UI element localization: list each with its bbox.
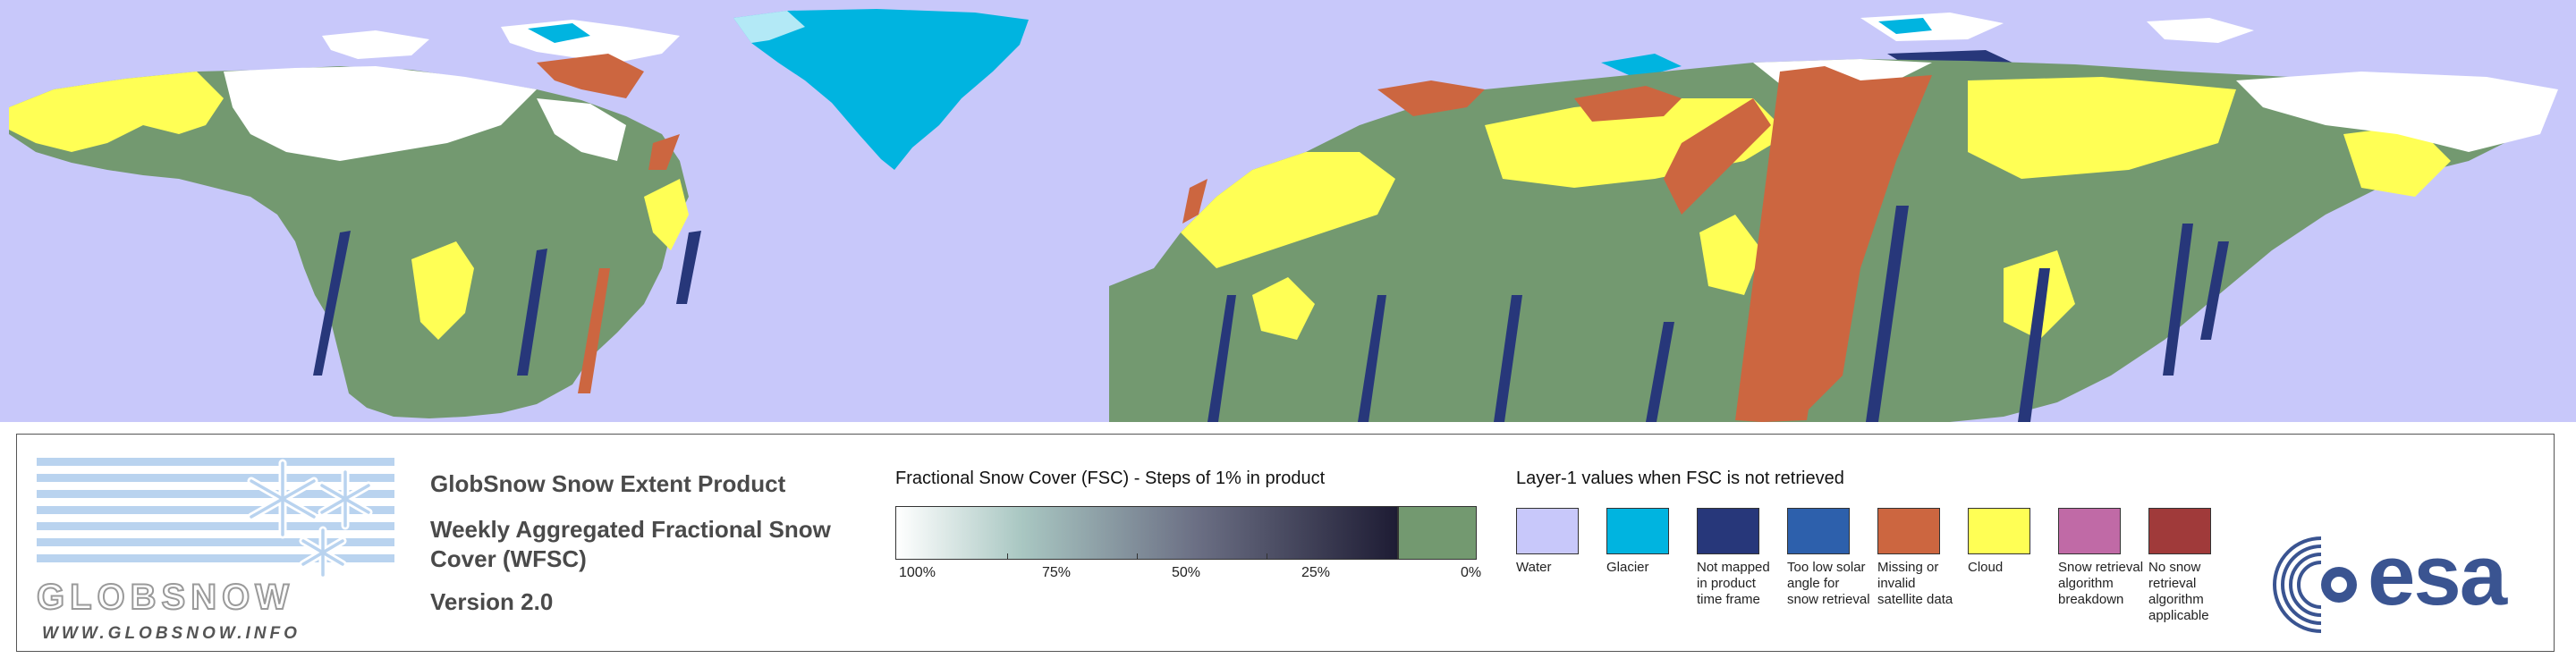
layer1-swatch xyxy=(1968,508,2030,554)
layer1-legend: Layer-1 values when FSC is not retrieved… xyxy=(1516,469,2250,647)
globsnow-stripes-graphic xyxy=(37,458,394,562)
fsc-scale: Fractional Snow Cover (FSC) - Steps of 1… xyxy=(895,469,1521,621)
layer1-label: Water xyxy=(1516,560,1552,575)
eurasia-missing xyxy=(1182,66,1932,422)
layer1-label: Missing or invalid satellite data xyxy=(1877,560,1953,607)
esa-logo-text: esa xyxy=(2368,528,2507,623)
greenland-coast-snow xyxy=(733,11,805,43)
fsc-tick-label: 50% xyxy=(1172,565,1201,580)
north-america-cloud xyxy=(9,72,689,340)
fsc-scale-title: Fractional Snow Cover (FSC) - Steps of 1… xyxy=(895,469,1326,488)
eurasia-snow xyxy=(1753,59,2558,152)
layer1-swatch xyxy=(1516,508,1579,554)
layer1-swatch xyxy=(2148,508,2211,554)
layer1-title: Layer-1 values when FSC is not retrieved xyxy=(1516,469,1844,488)
snowflake-icon xyxy=(247,459,373,579)
fsc-snow-free-swatch xyxy=(1398,506,1477,560)
fsc-tick-mark xyxy=(1137,553,1138,560)
esa-logo: esa xyxy=(2269,531,2538,635)
layer1-swatch xyxy=(1877,508,1940,554)
layer1-swatch xyxy=(1697,508,1759,554)
legend-panel: GLOBSNOW WWW.GLOBSNOW.INFO GlobSnow Snow… xyxy=(16,434,2555,652)
esa-swirl-icon xyxy=(2273,536,2377,633)
eurasia-cloud xyxy=(1181,77,2451,340)
fsc-tick-label: 25% xyxy=(1301,565,1331,580)
greenland-glacier xyxy=(733,9,1029,170)
product-subtitle: Weekly Aggregated Fractional Snow Cover … xyxy=(430,516,831,572)
layer1-label: Too low solar angle for snow retrieval xyxy=(1787,560,1870,607)
fractional-snow-cover-map xyxy=(0,0,2576,422)
globsnow-logo: GLOBSNOW WWW.GLOBSNOW.INFO xyxy=(36,447,394,648)
product-version: Version 2.0 xyxy=(430,588,554,615)
north-america-land xyxy=(9,66,689,418)
layer1-label: Glacier xyxy=(1606,560,1649,575)
layer1-swatch xyxy=(1787,508,1850,554)
fsc-tick-label: 75% xyxy=(1042,565,1072,580)
layer1-label: No snow retrieval algorithm applicable xyxy=(2148,560,2209,623)
not-mapped-swaths xyxy=(313,206,2229,422)
fsc-tick-label: 0% xyxy=(1461,565,1482,580)
layer1-label: Not mapped in product time frame xyxy=(1697,560,1770,607)
fsc-gradient-bar xyxy=(895,506,1398,560)
globsnow-url[interactable]: WWW.GLOBSNOW.INFO xyxy=(42,624,301,643)
north-america-snow xyxy=(224,66,626,161)
globsnow-brand-text: GLOBSNOW xyxy=(36,578,294,617)
fsc-tick-label: 100% xyxy=(899,565,936,580)
layer1-swatch xyxy=(1606,508,1669,554)
layer1-swatch xyxy=(2058,508,2121,554)
layer1-label: Cloud xyxy=(1968,560,2004,575)
product-title: GlobSnow Snow Extent Product xyxy=(430,470,786,497)
layer1-label: Snow retrieval algorithm breakdown xyxy=(2058,560,2144,607)
fsc-tick-mark xyxy=(1007,553,1008,560)
